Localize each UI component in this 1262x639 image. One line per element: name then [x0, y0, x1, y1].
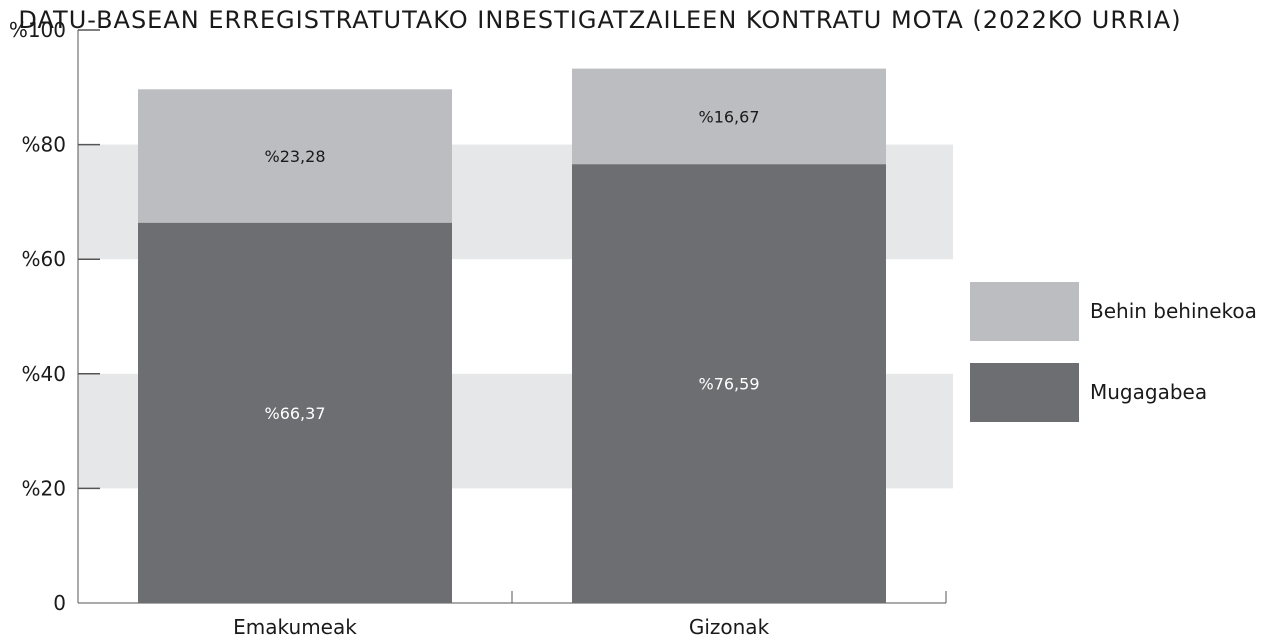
y-tick-label: %100 [9, 18, 66, 42]
legend-label: Behin behinekoa [1090, 299, 1257, 323]
x-category-label: Gizonak [689, 615, 770, 639]
bar-segment [572, 68, 886, 165]
legend-swatch [970, 282, 1079, 341]
y-tick-label: 0 [53, 591, 66, 615]
bar-value-label: %16,67 [698, 107, 759, 126]
bar-value-label: %76,59 [698, 375, 759, 394]
bar-value-label: %66,37 [264, 404, 325, 423]
x-category-label: Emakumeak [233, 615, 357, 639]
bars: %66,37 %23,28 Emakumeak %76,59 %16,67 Gizonak [138, 68, 886, 639]
y-tick-label: %80 [22, 133, 66, 157]
bar-segment [572, 164, 886, 604]
y-tick-label: %20 [22, 476, 66, 500]
bar-segment [138, 222, 452, 604]
legend: Behin behinekoa Mugagabea [970, 282, 1257, 422]
y-tick-label: %40 [22, 362, 66, 386]
legend-label: Mugagabea [1090, 380, 1207, 404]
y-tick-label: %60 [22, 247, 66, 271]
legend-swatch [970, 363, 1079, 422]
chart-title: DATU-BASEAN ERREGISTRATUTAKO INBESTIGATZ… [18, 6, 1181, 34]
axes: 0 %20 %40 %60 %80 %100 [9, 18, 947, 615]
bar-segment [138, 89, 452, 223]
bar-value-label: %23,28 [264, 147, 325, 166]
